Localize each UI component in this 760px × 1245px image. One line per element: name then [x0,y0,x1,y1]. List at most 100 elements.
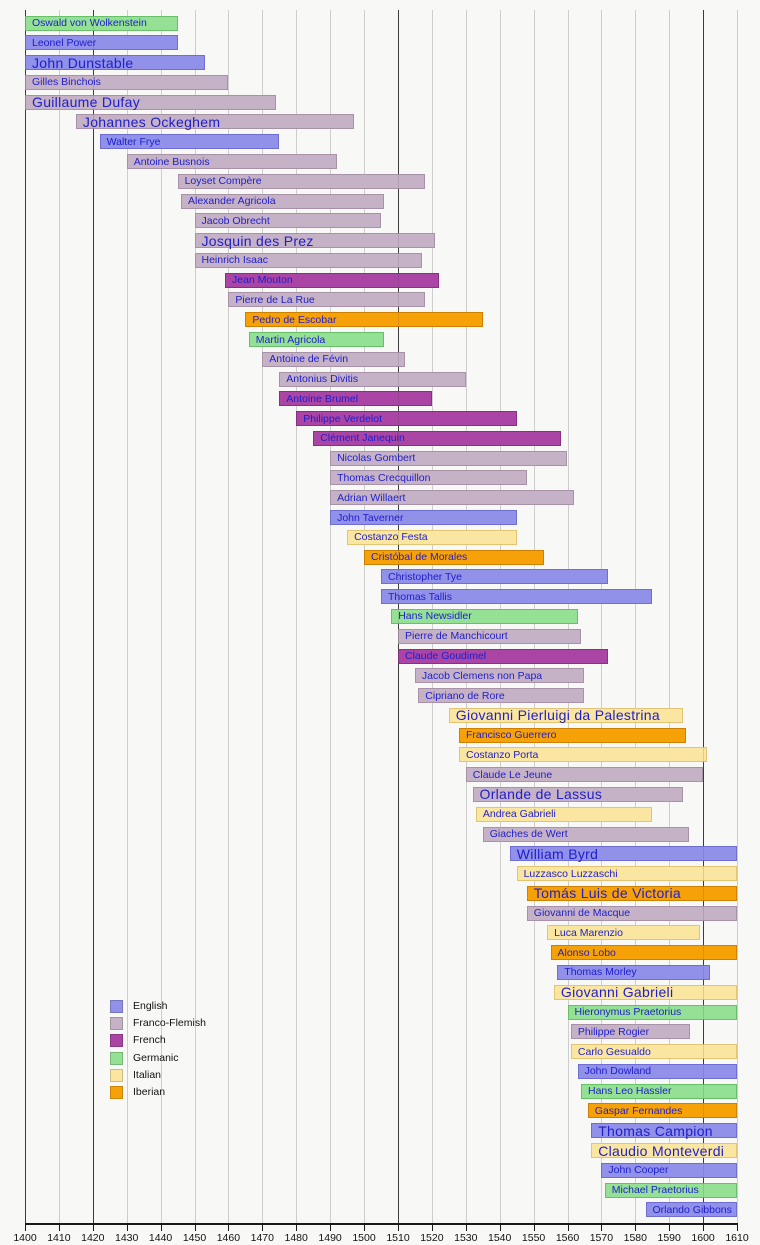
composer-bar [398,628,582,644]
composer-bar [279,391,432,407]
composer-label[interactable]: Giovanni Gabrieli [560,984,674,1001]
composer-label[interactable]: Costanzo Porta [466,748,539,761]
x-axis-baseline [25,1223,738,1225]
legend-swatch-french [110,1034,123,1048]
composer-label[interactable]: Carlo Gesualdo [577,1045,651,1058]
dark-gridline-overlay-1600 [703,10,705,1223]
composer-label[interactable]: Nicolas Gombert [337,452,416,465]
composer-label[interactable]: Pierre de La Rue [235,293,315,306]
composer-label[interactable]: Hans Newsidler [398,610,472,623]
composer-label[interactable]: Antonius Divitis [286,373,359,385]
composer-label[interactable]: Cipriano de Rore [425,689,505,702]
composer-bar [516,866,737,881]
composer-label[interactable]: Loyset Compère [184,175,262,188]
composer-label[interactable]: Martin Agricola [255,333,326,346]
gridline-1570 [601,10,603,1223]
composer-label[interactable]: Pierre de Manchicourt [405,630,508,643]
composer-bar [381,589,653,605]
composer-label[interactable]: Costanzo Festa [354,531,428,544]
composer-label[interactable]: Giaches de Wert [489,828,568,840]
legend-swatch-franco-flemish [110,1017,123,1031]
composer-label[interactable]: Tomás Luis de Victoria [533,885,681,902]
gridline-1610 [737,10,738,1223]
composer-label[interactable]: Antoine Brumel [286,392,359,405]
composer-label[interactable]: Adrian Willaert [337,491,406,504]
composer-label[interactable]: Luca Marenzio [554,926,623,939]
composer-label[interactable]: Leonel Power [32,36,97,49]
composer-label[interactable]: Orlande de Lassus [479,786,603,803]
composer-bar [330,450,568,466]
composer-label[interactable]: Heinrich Isaac [201,254,269,267]
x-axis-tick-1420 [92,1225,94,1231]
composer-label[interactable]: Hans Leo Hassler [588,1085,672,1098]
composer-label[interactable]: Alonso Lobo [557,946,616,959]
composer-bar [364,549,544,565]
composer-label[interactable]: Antoine de Févin [269,353,349,366]
x-axis-tick-label: 1470 [250,1232,274,1244]
composer-bar [547,925,700,941]
composer-label[interactable]: Guillaume Dufay [32,94,140,111]
composer-label[interactable]: Jacob Obrecht [201,214,270,227]
composer-label[interactable]: Gilles Binchois [32,76,101,89]
gridline-1500 [364,10,365,1223]
composer-label[interactable]: Thomas Crecquillon [337,471,431,484]
composer-label[interactable]: Johannes Ockeghem [82,113,221,130]
composer-bar [228,292,425,308]
composer-label[interactable]: Clément Janequin [320,432,405,445]
composer-label[interactable]: Giovanni Pierluigi da Palestrina [455,707,660,724]
x-axis-tick-label: 1440 [148,1232,173,1244]
x-axis-tick-1400 [25,1225,26,1231]
composer-label[interactable]: Pedro de Escobar [252,313,337,326]
composer-label[interactable]: Giovanni de Macque [533,907,631,920]
composer-label[interactable]: Luzzasco Luzzaschi [523,867,618,880]
composer-label[interactable]: Christopher Tye [388,570,462,583]
legend-label: French [133,1034,166,1047]
composer-label[interactable]: Thomas Tallis [388,590,452,603]
composer-bar [391,608,578,624]
composer-label[interactable]: Cristóbal de Morales [371,551,468,564]
composer-label[interactable]: John Dowland [584,1065,652,1078]
composer-bar [645,1202,737,1218]
composer-bar [25,55,205,71]
composer-label[interactable]: Hieronymus Praetorius [574,1006,682,1018]
composer-label[interactable]: Josquin des Prez [201,232,314,249]
composer-label[interactable]: Claude Le Jeune [472,768,553,781]
composer-label[interactable]: John Dunstable [32,54,134,71]
composer-label[interactable]: William Byrd [516,845,599,862]
composer-label[interactable]: Orlando Gibbons [652,1203,732,1216]
composer-label[interactable]: Claudio Monteverdi [598,1142,725,1159]
composer-bar [347,529,517,545]
composer-label[interactable]: Alexander Agricola [188,195,276,207]
x-axis-tick-1460 [228,1225,230,1231]
dark-gridline-overlay-1420 [92,10,94,1223]
composer-label[interactable]: John Cooper [608,1164,669,1177]
composer-bar [279,371,466,387]
x-axis-tick-1530 [465,1225,467,1231]
composer-label[interactable]: Antoine Busnois [133,155,210,168]
composer-label[interactable]: Philippe Rogier [577,1025,650,1038]
x-axis-tick-1600 [703,1225,705,1231]
composer-bar [194,252,422,268]
composer-label[interactable]: John Taverner [337,511,404,524]
x-axis-tick-label: 1590 [657,1232,681,1244]
composer-bar [448,707,683,723]
composer-label[interactable]: Philippe Verdelot [303,412,382,425]
gridline-1490 [330,10,332,1223]
composer-label[interactable]: Andrea Gabrieli [482,808,556,821]
composer-label[interactable]: Thomas Campion [598,1122,713,1139]
composer-label[interactable]: Francisco Guerrero [466,729,557,742]
legend-label: Italian [133,1068,162,1081]
composer-label[interactable]: Gaspar Fernandes [594,1104,683,1117]
composer-label[interactable]: Jacob Clemens non Papa [421,669,543,682]
composer-label[interactable]: Claude Goudimel [405,650,487,662]
dark-gridline-overlay-1400 [25,10,26,1223]
composer-label[interactable]: Walter Frye [106,135,161,148]
legend-swatch-italian [110,1068,123,1082]
composer-bar [472,786,683,802]
gridline-1480 [296,10,298,1223]
composer-label[interactable]: Michael Praetorius [611,1184,699,1196]
composer-label[interactable]: Oswald von Wolkenstein [32,17,147,29]
composer-label[interactable]: Thomas Morley [564,966,637,979]
composer-label[interactable]: Jean Mouton [232,274,293,287]
composer-bar [25,94,276,110]
